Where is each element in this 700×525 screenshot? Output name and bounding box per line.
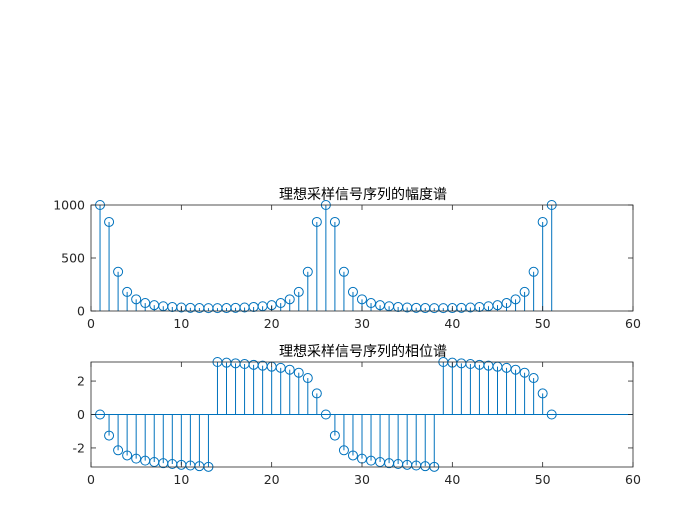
- amplitude-x-tick-label: 20: [264, 316, 280, 331]
- amplitude-stem-marker: [104, 216, 115, 227]
- amplitude-stem-marker: [501, 298, 512, 309]
- amplitude-stem-marker: [366, 298, 377, 309]
- phase-x-tick-label: 30: [354, 472, 370, 487]
- phase-y-tick-label: 0: [77, 407, 85, 422]
- amplitude-y-tick-label: 500: [61, 251, 85, 266]
- amplitude-y-tick-label: 0: [77, 304, 85, 319]
- amplitude-stem-marker: [537, 216, 548, 227]
- phase-stem-marker: [302, 373, 313, 384]
- phase-x-tick-label: 60: [625, 472, 641, 487]
- amplitude-stem-marker: [357, 294, 367, 305]
- amplitude-stem-marker: [302, 266, 313, 277]
- amplitude-stem-marker: [338, 266, 349, 277]
- phase-x-tick-label: 0: [87, 472, 95, 487]
- amplitude-stem-marker: [519, 286, 530, 297]
- phase-stem-marker: [284, 364, 295, 375]
- amplitude-x-tick-label: 60: [625, 316, 641, 331]
- amplitude-stem-marker: [140, 298, 151, 309]
- phase-stem-marker: [122, 450, 133, 461]
- amplitude-stem-marker: [311, 216, 322, 227]
- phase-stem-marker: [113, 445, 124, 456]
- phase-x-tick-label: 40: [444, 472, 460, 487]
- amplitude-ticks: 0 10 20 30 40 50 60 0 500 1000: [53, 198, 641, 332]
- phase-x-tick-label: 20: [264, 472, 280, 487]
- phase-x-tick-label: 10: [173, 472, 189, 487]
- amplitude-y-tick-label: 1000: [53, 198, 85, 213]
- phase-stem-marker: [546, 409, 557, 420]
- amplitude-stem-marker: [510, 294, 521, 305]
- amplitude-x-tick-label: 0: [87, 316, 95, 331]
- amplitude-stem-marker: [492, 300, 503, 311]
- amplitude-stem-marker: [275, 298, 286, 309]
- amplitude-x-tick-label: 30: [354, 316, 370, 331]
- amplitude-stem-marker: [329, 216, 340, 227]
- amplitude-plot-title: 理想采样信号序列的幅度谱: [279, 187, 447, 203]
- phase-spectrum-plot: 理想采样信号序列的相位谱 0 10 20 30 40 50 60 -2 0 2: [73, 344, 641, 487]
- amplitude-x-tick-label: 50: [535, 316, 551, 331]
- phase-stem-marker: [510, 364, 521, 375]
- phase-stems: [91, 357, 633, 472]
- amplitude-axes-box: [90, 204, 634, 312]
- phase-stem-marker: [347, 450, 358, 461]
- phase-stem-marker: [528, 373, 539, 384]
- phase-stem-marker: [104, 430, 115, 441]
- phase-y-tick-label: 2: [77, 374, 85, 389]
- phase-stem-marker: [338, 445, 349, 456]
- phase-axes-box: [90, 361, 634, 468]
- phase-ticks: 0 10 20 30 40 50 60 -2 0 2: [73, 362, 641, 487]
- amplitude-stem-marker: [284, 294, 295, 305]
- amplitude-stem-marker: [113, 266, 124, 277]
- amplitude-x-tick-label: 40: [444, 316, 460, 331]
- amplitude-stem-marker: [131, 294, 142, 305]
- amplitude-stem-marker: [528, 266, 539, 277]
- phase-y-tick-label: -2: [73, 440, 85, 455]
- amplitude-x-tick-label: 10: [173, 316, 189, 331]
- phase-stem-marker: [293, 367, 304, 378]
- phase-plot-title: 理想采样信号序列的相位谱: [279, 344, 447, 360]
- phase-stem-marker: [329, 430, 340, 441]
- phase-stem-marker: [320, 409, 331, 420]
- amplitude-stem-marker: [293, 286, 304, 297]
- amplitude-stem-marker: [347, 286, 358, 297]
- phase-stem-marker: [519, 367, 530, 378]
- phase-x-tick-label: 50: [535, 472, 551, 487]
- amplitude-spectrum-plot: 理想采样信号序列的幅度谱 0 10 20 30 40 50 60 0 500 1000: [53, 187, 641, 331]
- phase-stem-marker: [311, 388, 322, 399]
- amplitude-stem-marker: [122, 286, 133, 297]
- phase-stem-marker: [537, 388, 548, 399]
